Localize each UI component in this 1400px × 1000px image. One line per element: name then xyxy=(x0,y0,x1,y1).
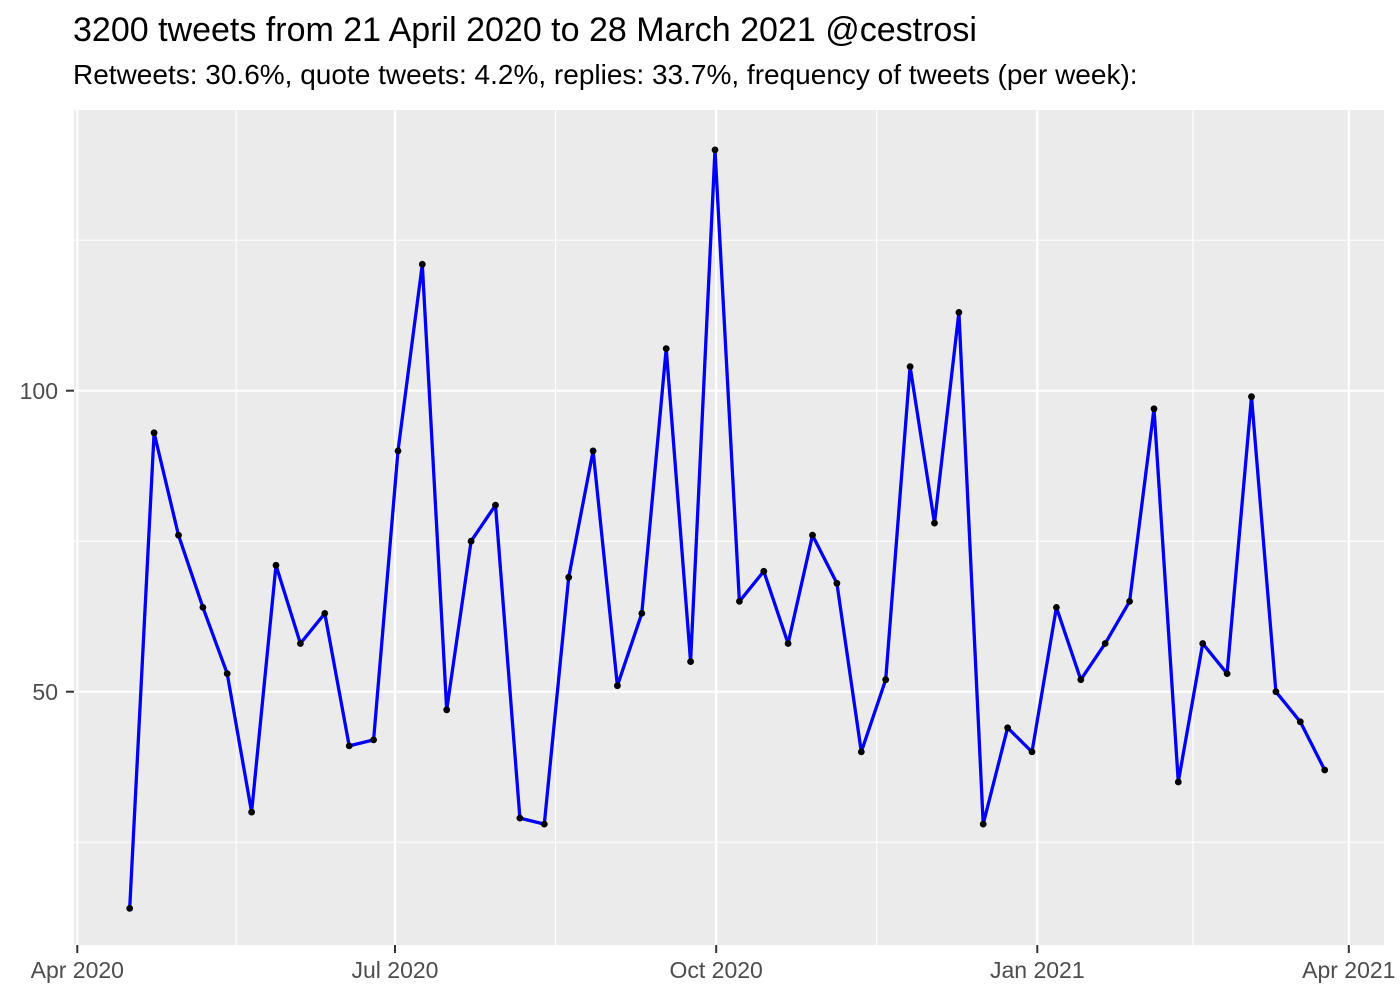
data-point xyxy=(1004,724,1011,732)
data-point xyxy=(1248,393,1255,401)
data-point xyxy=(857,748,865,756)
data-point xyxy=(711,146,719,154)
data-point xyxy=(492,501,499,509)
data-point xyxy=(955,309,963,316)
data-point xyxy=(614,682,621,690)
data-point xyxy=(687,658,694,665)
chart-title: 3200 tweets from 21 April 2020 to 28 Mar… xyxy=(73,11,977,49)
x-tick-label: Jul 2020 xyxy=(351,957,439,983)
data-point xyxy=(565,573,573,581)
data-point xyxy=(1199,640,1207,647)
data-point xyxy=(418,260,426,268)
data-point xyxy=(784,640,792,647)
data-point xyxy=(321,610,329,617)
y-tick-label: 100 xyxy=(19,377,58,404)
data-point xyxy=(1296,718,1304,726)
data-point xyxy=(589,447,597,455)
data-point xyxy=(199,604,207,611)
data-point xyxy=(760,567,768,575)
tweet-frequency-line xyxy=(128,148,1327,911)
x-tick-label: Oct 2020 xyxy=(669,957,763,983)
chart-subtitle: Retweets: 30.6%, quote tweets: 4.2%, rep… xyxy=(73,59,1138,90)
x-tick-label: Jan 2021 xyxy=(989,957,1085,983)
data-point xyxy=(223,670,231,677)
data-point xyxy=(516,814,524,822)
data-point xyxy=(979,820,987,828)
data-point xyxy=(736,598,743,605)
data-point xyxy=(931,519,938,527)
data-point xyxy=(540,820,548,828)
data-point xyxy=(1028,748,1036,756)
y-tick-label: 50 xyxy=(32,678,58,705)
data-point xyxy=(662,345,670,352)
data-point xyxy=(370,736,377,744)
data-point xyxy=(272,561,280,569)
data-point xyxy=(248,808,256,816)
data-point xyxy=(297,640,304,647)
data-point xyxy=(1077,676,1085,684)
x-tick-label: Apr 2020 xyxy=(30,957,124,983)
data-point xyxy=(443,706,451,714)
data-point xyxy=(1321,766,1329,774)
data-point xyxy=(1272,688,1280,696)
data-point xyxy=(175,531,182,539)
data-point xyxy=(1150,405,1158,413)
data-point xyxy=(1126,598,1133,605)
plot-panel xyxy=(74,110,1384,945)
data-point xyxy=(809,531,816,539)
data-point xyxy=(882,676,890,684)
data-point xyxy=(1101,640,1109,647)
data-point xyxy=(638,610,646,617)
data-point xyxy=(1223,670,1231,677)
data-point xyxy=(833,579,841,587)
data-point xyxy=(1174,778,1182,786)
data-point xyxy=(126,905,134,912)
x-tick-label: Apr 2021 xyxy=(1302,957,1396,983)
data-point xyxy=(150,429,158,437)
data-point xyxy=(906,363,914,370)
data-point xyxy=(467,537,475,545)
data-point xyxy=(345,742,353,750)
data-point xyxy=(394,447,402,455)
data-point xyxy=(1053,604,1060,611)
